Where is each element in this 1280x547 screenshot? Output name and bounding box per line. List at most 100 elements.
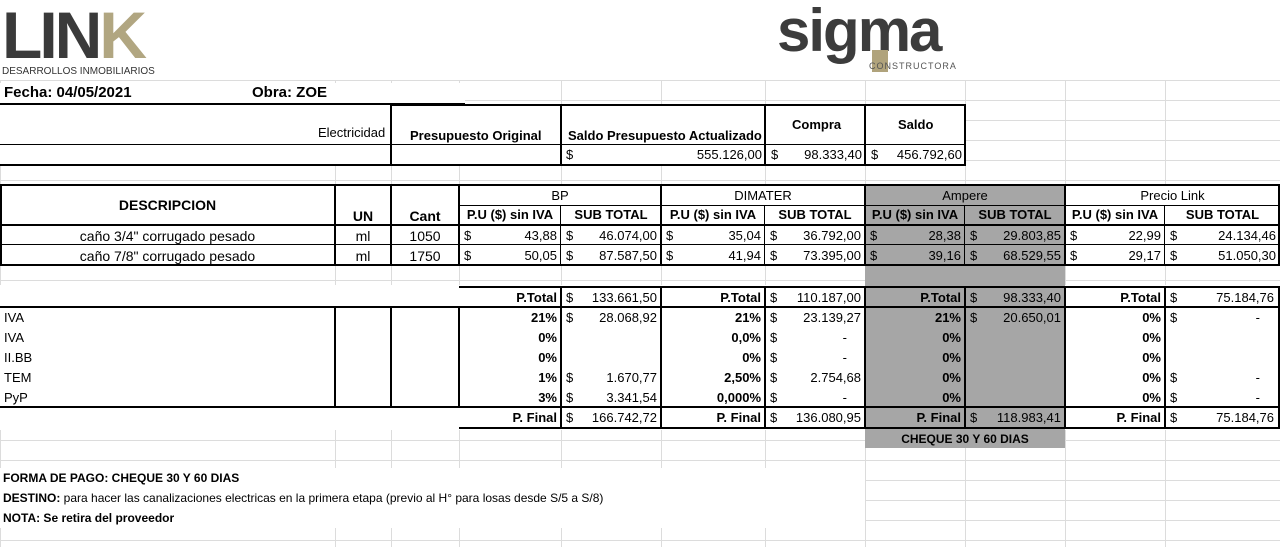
pu-header: P.U ($) sin IVA xyxy=(871,207,959,222)
pfinal-label: P. Final xyxy=(716,410,761,425)
currency-sign: $ xyxy=(770,310,778,325)
currency-sign: $ xyxy=(871,147,879,162)
summary-saldo-value: 456.792,60 xyxy=(896,147,962,162)
pfinal-label: P. Final xyxy=(512,410,557,425)
tax-percent: 3% xyxy=(538,390,557,405)
currency-sign: $ xyxy=(566,410,574,425)
currency-sign: $ xyxy=(566,290,574,305)
supplier-precio-link: Precio Link xyxy=(1140,188,1205,203)
pu-header: P.U ($) sin IVA xyxy=(669,207,757,222)
item-description: caño 3/4" corrugado pesado xyxy=(79,228,256,244)
currency-sign: $ xyxy=(566,147,574,162)
subtotal-cell: 24.134,46 xyxy=(1218,228,1276,243)
unit-price-cell: 35,04 xyxy=(728,228,761,243)
currency-sign: $ xyxy=(1170,310,1178,325)
sigma-logo-subtitle: CONSTRUCTORA xyxy=(869,61,957,71)
tax-amount: - xyxy=(842,330,847,345)
link-logo-text: LIN xyxy=(2,0,102,72)
currency-sign: $ xyxy=(970,228,978,243)
obra-label: Obra: ZOE xyxy=(252,84,328,101)
currency-sign: $ xyxy=(771,147,779,162)
tax-amount: 2.754,68 xyxy=(810,370,861,385)
currency-sign: $ xyxy=(770,290,778,305)
pu-header: P.U ($) sin IVA xyxy=(1071,207,1159,222)
item-unit: ml xyxy=(355,228,371,244)
item-quantity: 1050 xyxy=(409,228,441,244)
nota-note: NOTA: Se retira del proveedor xyxy=(3,511,175,525)
currency-sign: $ xyxy=(666,228,674,243)
currency-sign: $ xyxy=(1170,410,1178,425)
summary-col-compra: Compra xyxy=(792,117,842,132)
ptotal-value: 75.184,76 xyxy=(1216,290,1274,305)
currency-sign: $ xyxy=(566,390,574,405)
currency-sign: $ xyxy=(566,228,574,243)
currency-sign: $ xyxy=(870,228,878,243)
tax-percent: 2,50% xyxy=(724,370,761,385)
item-quantity: 1750 xyxy=(409,248,441,264)
ptotal-label: P.Total xyxy=(920,290,961,305)
supplier-bp: BP xyxy=(551,188,569,203)
sigma-logo: sigma CONSTRUCTORA xyxy=(777,0,967,76)
currency-sign: $ xyxy=(566,370,574,385)
currency-sign: $ xyxy=(970,248,978,263)
currency-sign: $ xyxy=(770,248,778,263)
tax-amount: - xyxy=(842,390,847,405)
currency-sign: $ xyxy=(870,248,878,263)
item-description: caño 7/8" corrugado pesado xyxy=(79,248,256,264)
tax-amount: - xyxy=(1255,370,1260,385)
currency-sign: $ xyxy=(770,390,778,405)
summary-row-label: Electricidad xyxy=(318,125,386,140)
summary-saldo-act-value: 555.126,00 xyxy=(696,147,762,162)
tax-percent: 0% xyxy=(1142,310,1161,325)
currency-sign: $ xyxy=(1070,248,1078,263)
ampere-payment-note: CHEQUE 30 Y 60 DIAS xyxy=(901,432,1029,446)
tax-amount: - xyxy=(842,350,847,365)
ptotal-value: 98.333,40 xyxy=(1003,290,1061,305)
desc-header: DESCRIPCION xyxy=(118,197,217,213)
tax-percent: 1% xyxy=(538,370,557,385)
subtotal-cell: 73.395,00 xyxy=(803,248,861,263)
pfinal-label: P. Final xyxy=(916,410,961,425)
subtotal-header: SUB TOTAL xyxy=(574,207,648,222)
unit-price-cell: 39,16 xyxy=(928,248,961,263)
currency-sign: $ xyxy=(566,310,574,325)
destino-text: para hacer las canalizaciones electricas… xyxy=(60,491,604,505)
currency-sign: $ xyxy=(1170,290,1178,305)
tax-percent: 0% xyxy=(942,390,961,405)
ptotal-label: P.Total xyxy=(1120,290,1161,305)
sigma-logo-text: sigma xyxy=(777,0,942,64)
subtotal-cell: 87.587,50 xyxy=(599,248,657,263)
currency-sign: $ xyxy=(770,350,778,365)
subtotal-cell: 68.529,55 xyxy=(1003,248,1061,263)
tax-percent: 0% xyxy=(742,350,761,365)
tax-percent: 21% xyxy=(934,310,961,325)
currency-sign: $ xyxy=(1170,370,1178,385)
summary-compra-value: 98.333,40 xyxy=(804,147,862,162)
currency-sign: $ xyxy=(770,370,778,385)
tax-percent: 21% xyxy=(530,310,557,325)
tax-amount: 3.341,54 xyxy=(606,390,657,405)
subtotal-cell: 36.792,00 xyxy=(803,228,861,243)
subtotal-header: SUB TOTAL xyxy=(778,207,852,222)
link-logo-subtitle: DESARROLLOS INMOBILIARIOS xyxy=(2,66,155,77)
currency-sign: $ xyxy=(1170,390,1178,405)
currency-sign: $ xyxy=(770,228,778,243)
summary-col-saldo: Saldo xyxy=(898,117,934,132)
cant-header: Cant xyxy=(409,208,441,224)
tax-label-iva: IVA xyxy=(4,310,24,325)
unit-price-cell: 43,88 xyxy=(524,228,557,243)
ptotal-value: 110.187,00 xyxy=(796,290,861,305)
subtotal-header: SUB TOTAL xyxy=(978,207,1052,222)
currency-sign: $ xyxy=(970,290,978,305)
pfinal-value: 75.184,76 xyxy=(1216,410,1274,425)
link-logo: LINK DESARROLLOS INMOBILIARIOS xyxy=(2,2,172,78)
forma-pago-note: FORMA DE PAGO: CHEQUE 30 Y 60 DIAS xyxy=(3,471,240,485)
pfinal-value: 166.742,72 xyxy=(591,410,657,425)
tax-amount: - xyxy=(1255,310,1260,325)
destino-note: DESTINO: para hacer las canalizaciones e… xyxy=(3,488,603,508)
tax-percent: 0% xyxy=(1142,350,1161,365)
tax-percent: 21% xyxy=(734,310,761,325)
currency-sign: $ xyxy=(770,410,778,425)
ptotal-label: P.Total xyxy=(516,290,557,305)
currency-sign: $ xyxy=(666,248,674,263)
